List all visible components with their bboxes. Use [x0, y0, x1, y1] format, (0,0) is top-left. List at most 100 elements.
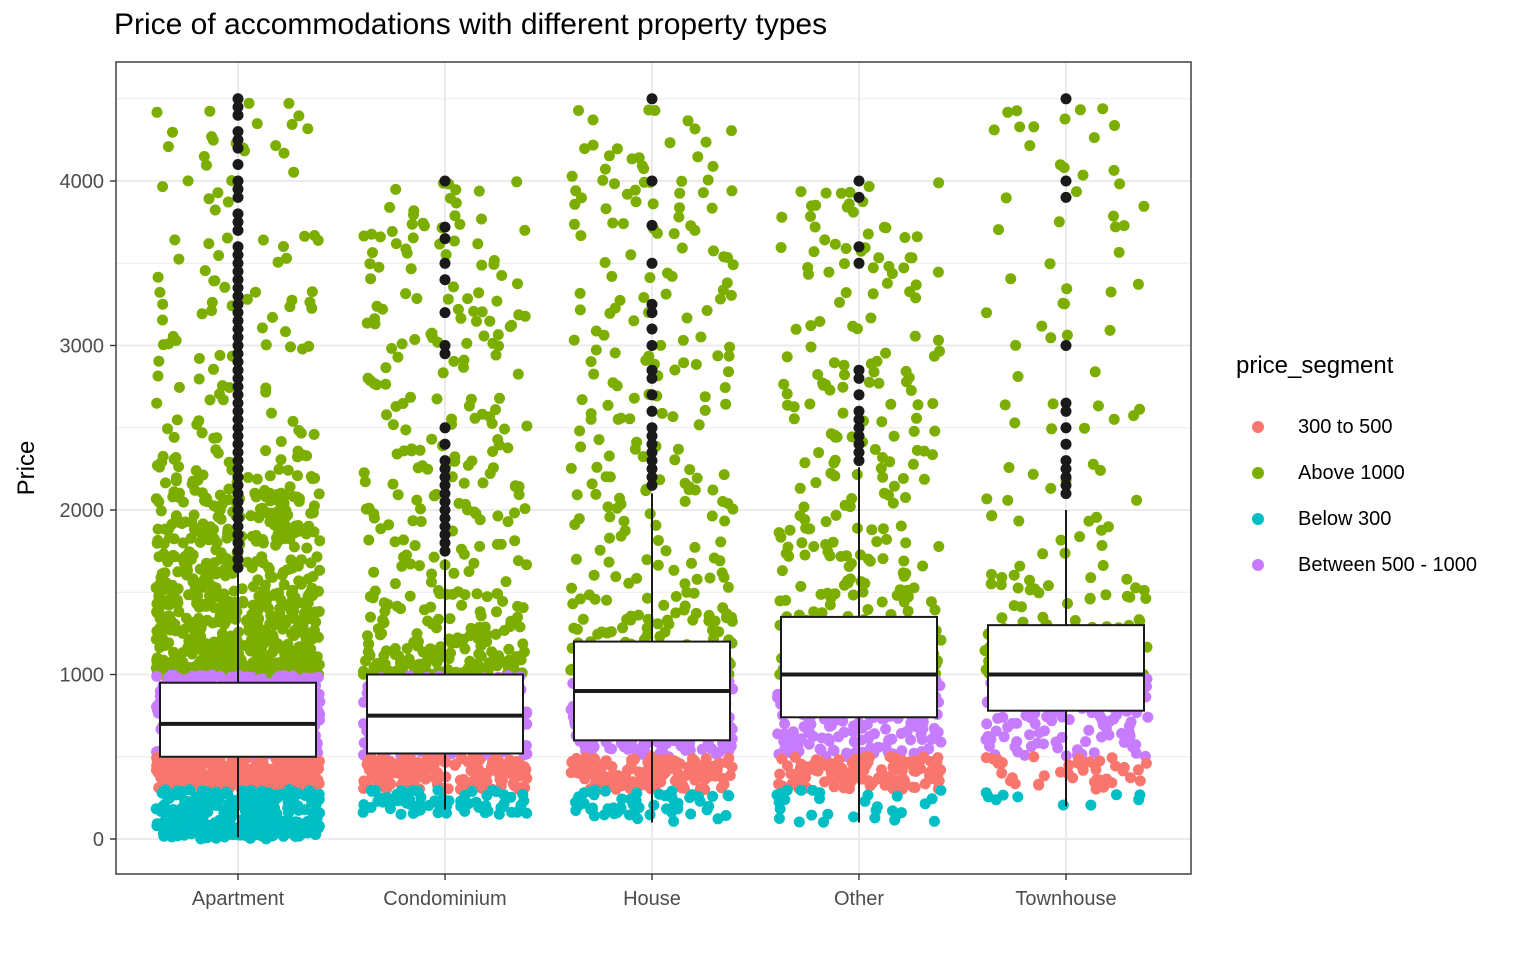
jitter-point: [474, 661, 485, 673]
outlier-point: [232, 504, 244, 516]
jitter-point: [847, 589, 859, 601]
jitter-point: [242, 472, 254, 483]
jitter-point: [215, 778, 227, 790]
jitter-point: [257, 234, 269, 246]
jitter-point: [404, 558, 416, 570]
jitter-point: [628, 808, 640, 820]
jitter-point: [781, 351, 793, 363]
jitter-point: [1055, 534, 1067, 546]
jitter-point: [881, 277, 893, 289]
jitter-point: [225, 630, 237, 642]
jitter-point: [717, 602, 729, 614]
jitter-point: [823, 266, 835, 278]
jitter-point: [820, 539, 832, 550]
jitter-point: [998, 731, 1010, 743]
jitter-point: [368, 377, 380, 389]
jitter-point: [566, 582, 578, 594]
jitter-point: [459, 643, 471, 655]
jitter-point: [606, 743, 617, 755]
jitter-point: [248, 624, 260, 636]
jitter-point: [291, 789, 303, 800]
jitter-point: [575, 230, 587, 242]
jitter-point: [396, 560, 408, 572]
jitter-point: [1042, 580, 1054, 592]
jitter-point: [292, 445, 304, 457]
outlier-point: [232, 109, 244, 121]
outlier-point: [646, 323, 658, 335]
jitter-point: [1012, 791, 1024, 803]
jitter-point: [668, 564, 680, 576]
jitter-point: [374, 629, 386, 641]
legend-label: Above 1000: [1298, 461, 1405, 484]
jitter-point: [681, 312, 693, 324]
jitter-point: [1092, 400, 1104, 412]
jitter-point: [380, 362, 392, 374]
jitter-point: [1024, 140, 1036, 152]
jitter-point: [880, 347, 892, 359]
jitter-point: [676, 242, 688, 254]
jitter-point: [172, 566, 184, 578]
jitter-point: [1054, 159, 1066, 171]
jitter-point: [848, 768, 860, 780]
jitter-point: [475, 650, 487, 662]
jitter-point: [373, 776, 385, 788]
jitter-point: [569, 198, 581, 210]
jitter-point: [799, 549, 811, 561]
jitter-point: [260, 445, 272, 457]
y-tick-label: 4000: [60, 171, 105, 193]
jitter-point: [997, 711, 1009, 723]
jitter-point: [708, 552, 720, 564]
jitter-point: [295, 554, 307, 566]
jitter-point: [905, 385, 917, 396]
jitter-point: [221, 532, 233, 544]
jitter-point: [391, 665, 403, 677]
jitter-point: [1012, 746, 1024, 758]
jitter-point: [889, 814, 901, 826]
jitter-point: [655, 339, 667, 351]
jitter-point: [798, 501, 810, 513]
jitter-point: [860, 759, 872, 771]
jitter-point: [667, 411, 679, 423]
jitter-point: [872, 772, 884, 784]
jitter-point: [814, 793, 825, 805]
jitter-point: [285, 604, 297, 616]
jitter-point: [726, 125, 737, 137]
jitter-point: [914, 755, 926, 767]
jitter-point: [157, 181, 169, 193]
jitter-point: [228, 585, 240, 597]
jitter-point: [821, 760, 833, 772]
outlier-point: [1060, 397, 1072, 409]
jitter-point: [611, 143, 623, 155]
x-tick-label: Condominium: [383, 888, 506, 910]
jitter-point: [519, 224, 531, 236]
jitter-point: [587, 802, 599, 814]
jitter-point: [779, 718, 791, 730]
jitter-point: [305, 471, 317, 482]
jitter-point: [1116, 728, 1128, 739]
outlier-point: [232, 282, 244, 294]
jitter-point: [703, 800, 715, 812]
jitter-point: [721, 757, 733, 769]
jitter-point: [1110, 760, 1121, 772]
jitter-point: [188, 509, 200, 521]
jitter-point: [234, 798, 246, 810]
jitter-point: [222, 566, 234, 578]
jitter-point: [281, 252, 292, 264]
jitter-point: [909, 330, 921, 342]
jitter-point: [407, 807, 419, 819]
jitter-point: [398, 445, 410, 457]
jitter-point: [570, 796, 581, 808]
jitter-point: [187, 475, 199, 487]
jitter-point: [273, 463, 285, 475]
jitter-point: [455, 795, 467, 807]
jitter-point: [306, 286, 318, 298]
jitter-point: [1024, 729, 1036, 741]
jitter-point: [490, 751, 502, 763]
outlier-point: [232, 134, 244, 146]
jitter-point: [862, 604, 874, 615]
outlier-point: [853, 389, 865, 401]
jitter-point: [822, 587, 833, 599]
jitter-point: [1108, 164, 1120, 176]
jitter-point: [492, 434, 504, 445]
jitter-point: [414, 444, 426, 456]
